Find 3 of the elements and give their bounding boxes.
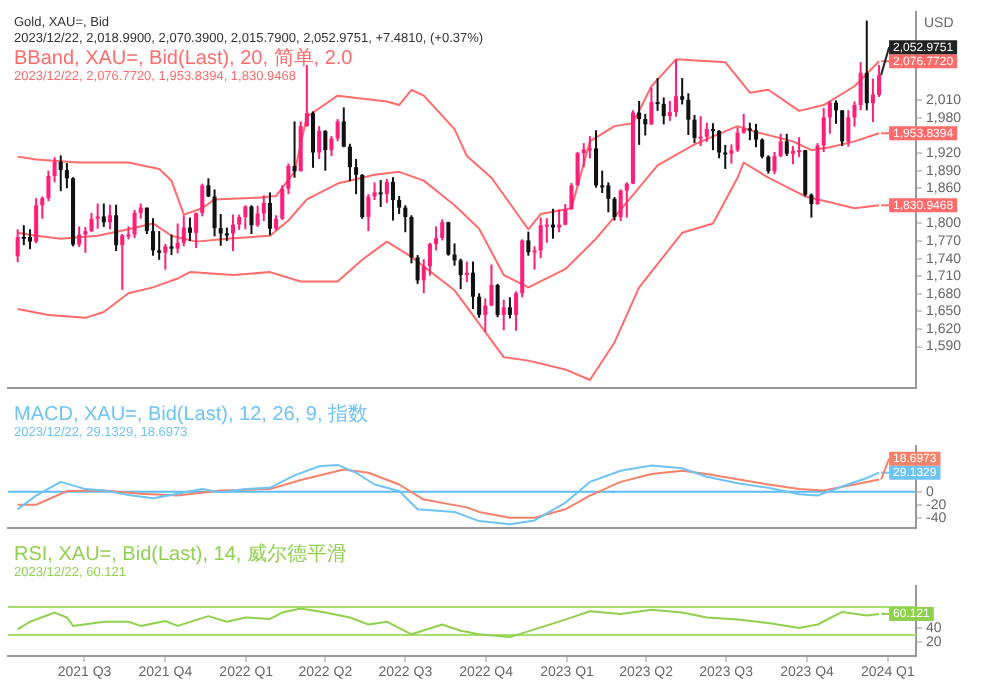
chart-title: RSI, XAU=, Bid(Last), 14, 威尔德平滑 — [14, 541, 347, 566]
annotation: BBand, XAU=, Bid(Last), 20, 简单, 2.0 — [14, 45, 354, 70]
chart-title: MACD, XAU=, Bid(Last), 12, 26, 9, 指数 — [14, 401, 369, 426]
